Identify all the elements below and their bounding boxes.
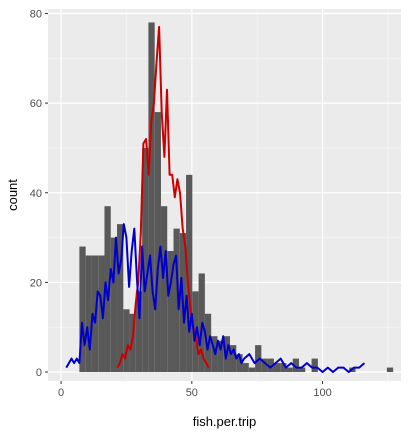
y-tick-label: 40 [30,188,42,200]
histogram-bar [154,112,161,373]
histogram-bar [286,367,293,373]
histogram-bar [255,345,262,373]
histogram-bar [229,345,237,373]
series-lines [65,25,366,373]
histogram-bar [273,363,281,373]
histogram-bar [311,358,318,373]
x-axis-title: fish.per.trip [193,414,257,429]
histogram-bar [142,147,149,373]
series-line [65,223,366,373]
x-tick-label: 50 [186,387,198,399]
histogram-bar [117,224,124,373]
histogram-bar [261,358,268,373]
histogram-bar [85,255,92,373]
histogram-bar [186,174,193,373]
histogram-bar [292,358,300,373]
x-axis: 0 50 100 [58,381,332,399]
histogram-bar [242,363,249,373]
histogram-bar [299,367,306,373]
y-tick-label: 80 [30,8,42,20]
histogram-bar [173,228,180,373]
histogram-bar [129,313,136,373]
y-axis: 0 20 40 60 80 [30,8,48,379]
histogram-bar [167,251,174,373]
histogram-bar [79,246,86,373]
histogram-bar [110,237,118,373]
histogram-bar [123,309,130,373]
y-tick-label: 0 [36,367,42,379]
histogram-bar [98,255,105,373]
histogram-bar [160,206,168,373]
histogram-bar [135,291,143,373]
y-tick-label: 60 [30,98,42,110]
y-axis-title: count [5,179,20,211]
x-tick-label: 0 [58,387,64,399]
histogram-bar [236,354,243,373]
histogram-bar [386,367,394,373]
y-tick-label: 20 [30,277,42,289]
histogram-bar [267,358,274,373]
histogram-bar [104,206,111,373]
histogram-bar [217,340,224,373]
histogram-bar [280,363,287,373]
histogram-bar [248,367,256,373]
histogram-bar [148,22,155,373]
x-tick-label: 100 [313,387,331,399]
